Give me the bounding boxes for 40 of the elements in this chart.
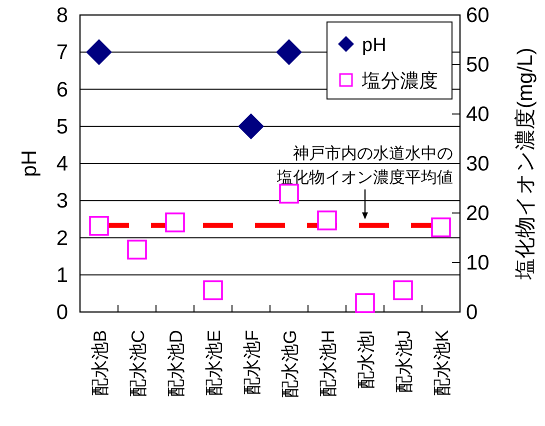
x-tick-label: 配水池B — [90, 330, 110, 396]
x-tick-label: 配水池K — [432, 330, 452, 396]
y2-tick-label: 30 — [466, 152, 490, 176]
x-tick-label: 配水池F — [242, 330, 262, 395]
point — [317, 210, 337, 230]
y2-axis-title: 塩化物イオン濃度(mg/L) — [514, 48, 537, 280]
y-tick-label: 6 — [56, 78, 68, 102]
x-tick-label: 配水池C — [128, 330, 148, 397]
y-tick-label: 7 — [56, 41, 68, 64]
point — [279, 184, 299, 204]
y2-tick-label: 60 — [466, 4, 490, 27]
y-tick-label: 0 — [56, 301, 68, 324]
y2-tick-label: 40 — [466, 103, 490, 126]
point — [127, 240, 147, 260]
point — [203, 280, 223, 300]
y-tick-label: 3 — [56, 190, 68, 213]
y-tick-label: 4 — [56, 152, 68, 176]
y2-tick-label: 0 — [466, 301, 478, 324]
y-tick-label: 8 — [56, 4, 68, 27]
y-axis-title: pH — [18, 150, 41, 177]
legend-label: pH — [362, 35, 386, 56]
y2-tick-label: 50 — [466, 54, 490, 76]
point — [355, 293, 375, 313]
x-tick-label: 配水池H — [318, 330, 338, 397]
x-tick-label: 配水池I — [356, 330, 376, 390]
x-tick-label: 配水池D — [166, 330, 186, 397]
point — [431, 217, 451, 238]
point — [165, 212, 185, 232]
x-tick-label: 配水池J — [394, 330, 414, 393]
point — [89, 216, 109, 236]
point — [393, 280, 413, 300]
y2-tick-label: 20 — [466, 202, 490, 225]
x-tick-label: 配水池G — [280, 330, 300, 398]
y-tick-label: 2 — [56, 226, 68, 250]
legend-label: 塩分濃度 — [361, 70, 438, 92]
y-tick-label: 1 — [56, 264, 68, 287]
x-tick-label: 配水池E — [204, 330, 224, 396]
ref-line-label: 神戸市内の水道水中の塩化物イオン濃度平均値 — [276, 144, 453, 186]
y2-tick-label: 10 — [466, 252, 490, 274]
y-tick-label: 5 — [56, 115, 68, 138]
